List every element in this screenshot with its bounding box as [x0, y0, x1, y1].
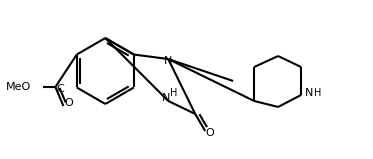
Text: O: O [64, 98, 73, 108]
Text: O: O [206, 128, 214, 138]
Text: H: H [314, 88, 322, 98]
Text: N: N [305, 88, 313, 98]
Text: N: N [164, 56, 172, 66]
Text: MeO: MeO [6, 82, 31, 92]
Text: N: N [162, 93, 170, 103]
Text: H: H [170, 88, 177, 98]
Text: C: C [56, 84, 64, 94]
